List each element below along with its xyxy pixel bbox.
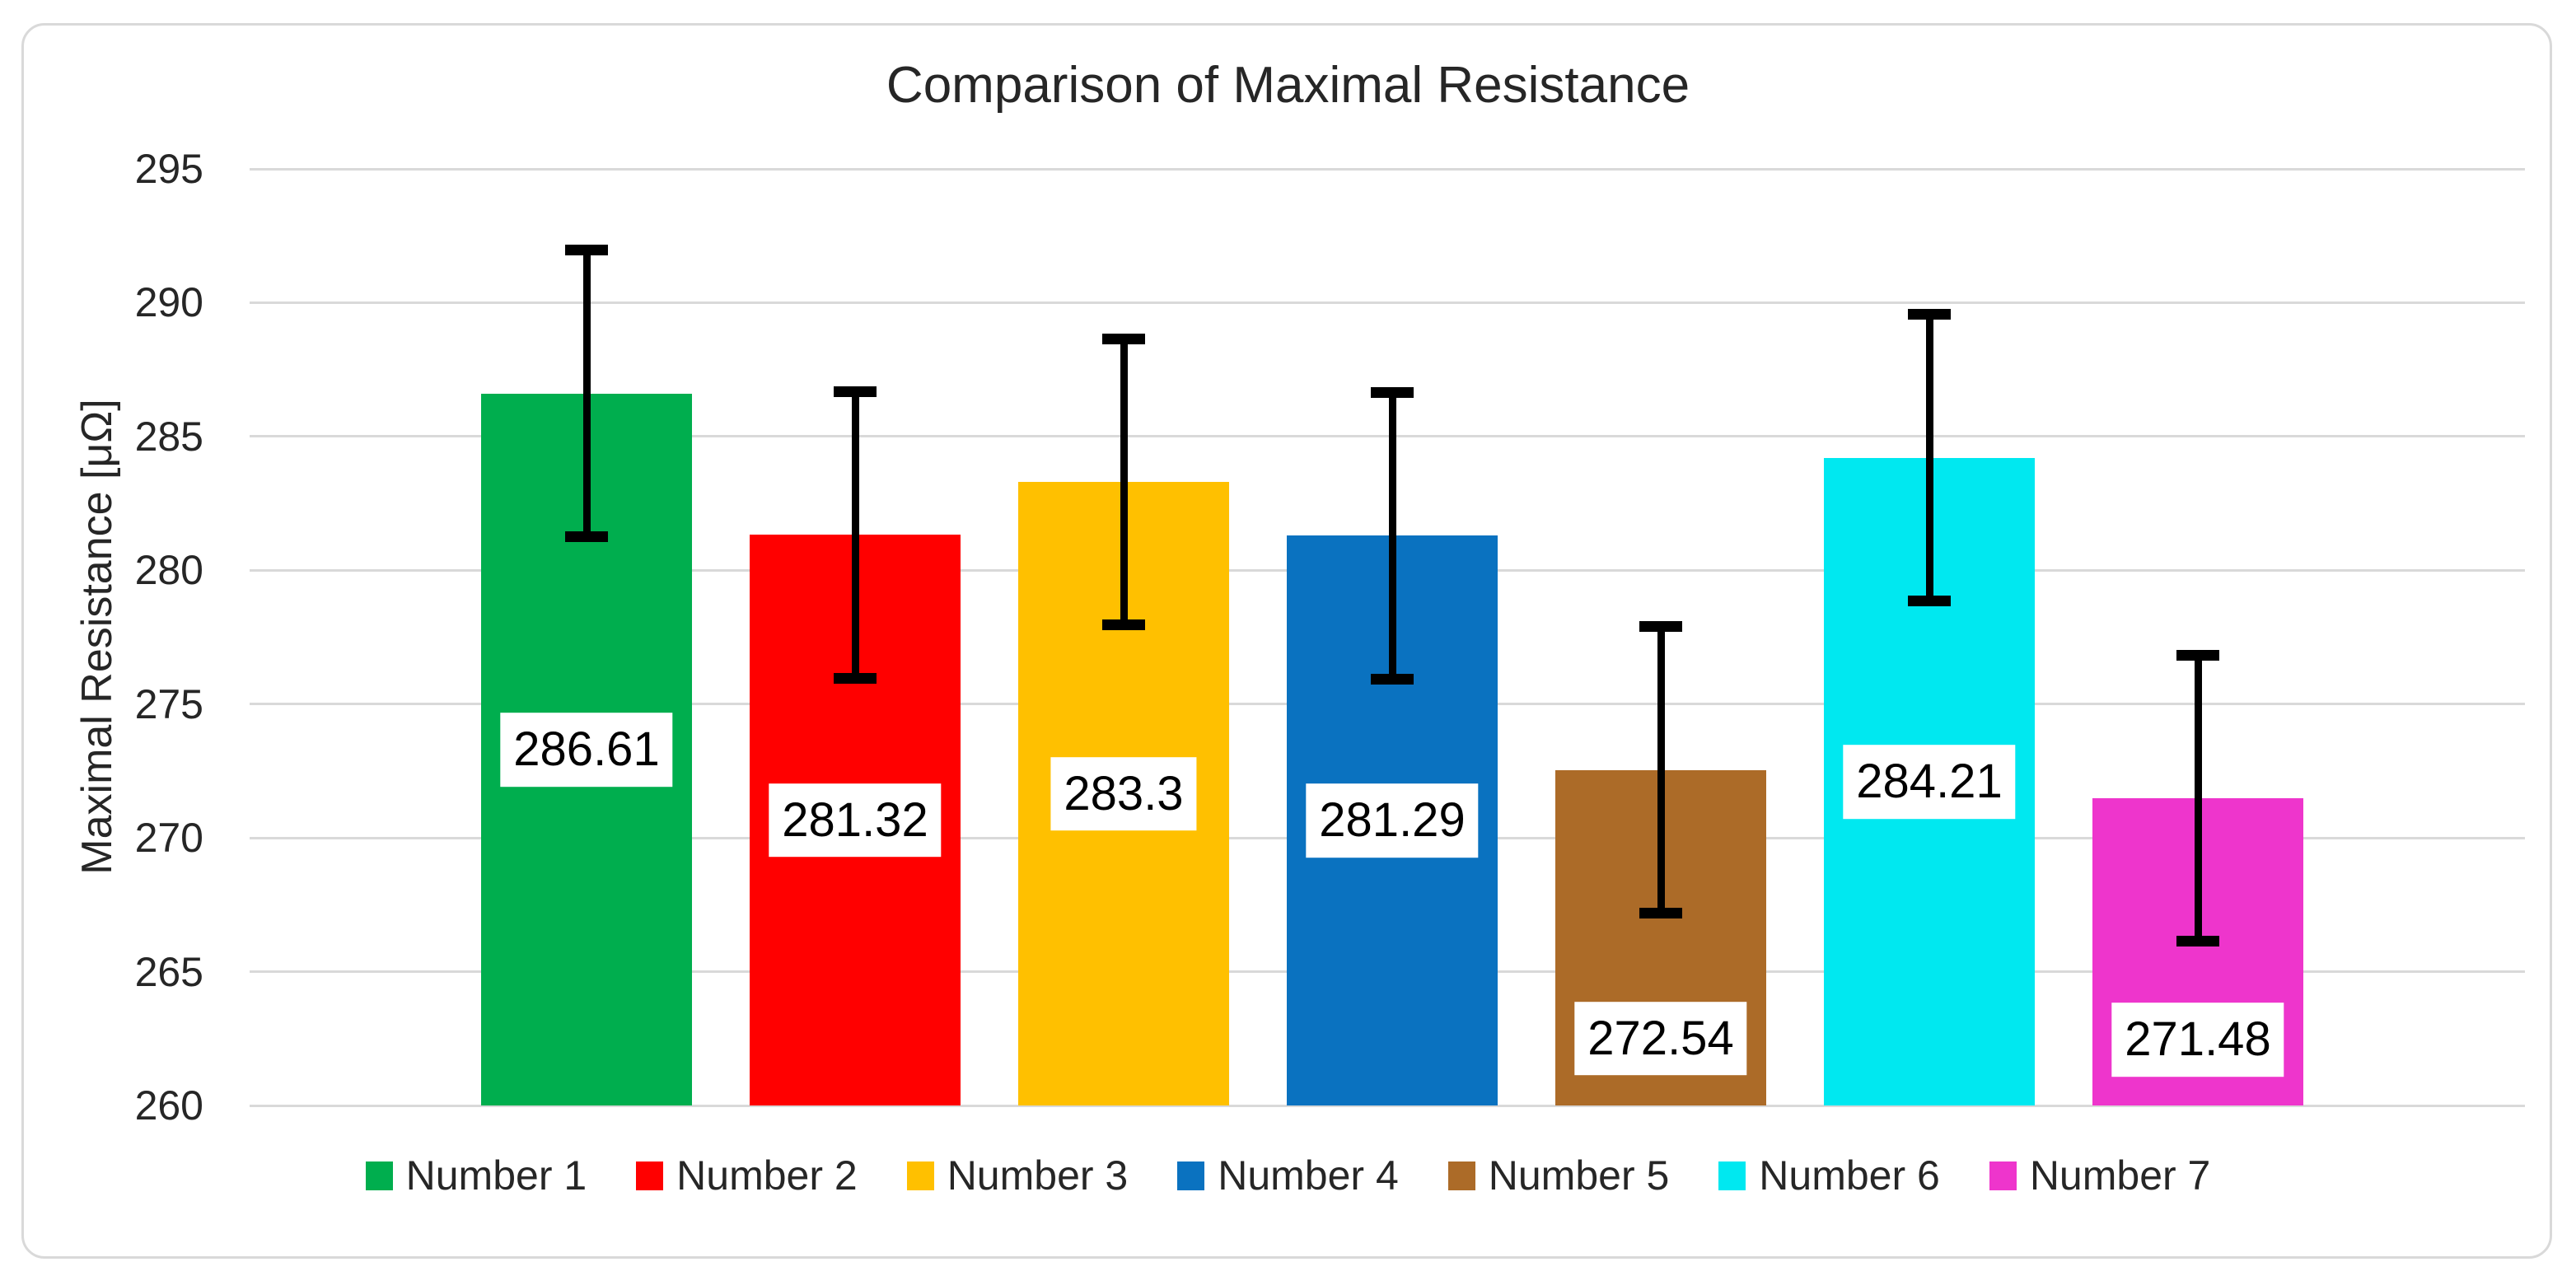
error-bar-cap-bottom-7	[2176, 936, 2219, 947]
data-label-7: 271.48	[2111, 1003, 2284, 1077]
error-bar-line-4	[1388, 392, 1396, 680]
legend-swatch-5	[1447, 1161, 1475, 1190]
legend-item-number-3: Number 3	[906, 1152, 1129, 1199]
error-bar-cap-bottom-4	[1371, 673, 1414, 685]
legend-item-number-1: Number 1	[365, 1152, 587, 1199]
y-tick-label-280: 280	[134, 547, 203, 594]
error-bar-line-1	[582, 250, 591, 537]
y-tick-label-265: 265	[134, 948, 203, 995]
error-bar-cap-top-5	[1639, 621, 1682, 633]
error-bar-line-6	[1925, 314, 1933, 601]
y-tick-label-295: 295	[134, 146, 203, 192]
error-bar-cap-top-7	[2176, 649, 2219, 661]
data-label-2: 281.32	[769, 783, 942, 858]
gridline-290	[250, 301, 2525, 304]
plot-area: 260 265 270 275 280 285 290 295 286.61 281.32 283.…	[135, 146, 2525, 1129]
legend-swatch-7	[1989, 1161, 2017, 1190]
error-bar-line-3	[1120, 339, 1128, 625]
error-bar-cap-bottom-2	[834, 672, 877, 684]
error-bar-cap-top-6	[1908, 309, 1951, 320]
legend-item-number-5: Number 5	[1447, 1152, 1670, 1199]
legend: Number 1 Number 2 Number 3 Number 4 Number 5…	[0, 1153, 2576, 1199]
legend-item-number-7: Number 7	[1989, 1152, 2211, 1199]
data-label-5: 272.54	[1574, 1001, 1747, 1076]
legend-label-3: Number 3	[947, 1152, 1129, 1199]
data-label-4: 281.29	[1306, 783, 1479, 858]
legend-swatch-2	[636, 1161, 664, 1190]
error-bar-cap-top-4	[1371, 387, 1414, 399]
legend-label-6: Number 6	[1759, 1152, 1940, 1199]
gridline-285	[250, 435, 2525, 438]
error-bar-line-2	[851, 391, 859, 679]
y-axis-title: Maximal Resistance [μΩ]	[73, 399, 121, 875]
legend-swatch-4	[1177, 1161, 1205, 1190]
legend-label-2: Number 2	[676, 1152, 858, 1199]
error-bar-cap-top-3	[1102, 333, 1145, 344]
chart-border	[21, 23, 2552, 1259]
y-tick-label-290: 290	[134, 279, 203, 326]
error-bar-line-5	[1657, 626, 1665, 914]
chart-title: Comparison of Maximal Resistance	[886, 57, 1690, 114]
error-bar-cap-bottom-3	[1102, 619, 1145, 631]
y-tick-label-275: 275	[134, 680, 203, 727]
data-label-6: 284.21	[1843, 745, 2016, 819]
legend-swatch-1	[365, 1161, 393, 1190]
y-tick-label-285: 285	[134, 413, 203, 460]
y-tick-label-270: 270	[134, 815, 203, 862]
error-bar-line-7	[2194, 655, 2202, 942]
legend-label-7: Number 7	[2029, 1152, 2211, 1199]
legend-item-number-2: Number 2	[636, 1153, 858, 1199]
gridline-260	[250, 1104, 2525, 1107]
legend-label-1: Number 1	[405, 1152, 587, 1199]
error-bar-cap-top-2	[834, 386, 877, 398]
legend-label-5: Number 5	[1488, 1152, 1670, 1199]
legend-swatch-3	[906, 1161, 934, 1190]
error-bar-cap-bottom-6	[1908, 595, 1951, 606]
legend-swatch-6	[1718, 1161, 1746, 1190]
gridline-295	[250, 167, 2525, 171]
error-bar-cap-top-1	[565, 245, 608, 256]
legend-item-number-6: Number 6	[1718, 1153, 1940, 1199]
legend-label-4: Number 4	[1218, 1152, 1399, 1199]
error-bar-cap-bottom-5	[1639, 907, 1682, 918]
data-label-3: 283.3	[1050, 756, 1197, 831]
legend-item-number-4: Number 4	[1177, 1153, 1399, 1199]
error-bar-cap-bottom-1	[565, 530, 608, 542]
data-label-1: 286.61	[500, 713, 673, 787]
y-tick-label-260: 260	[134, 1082, 203, 1129]
